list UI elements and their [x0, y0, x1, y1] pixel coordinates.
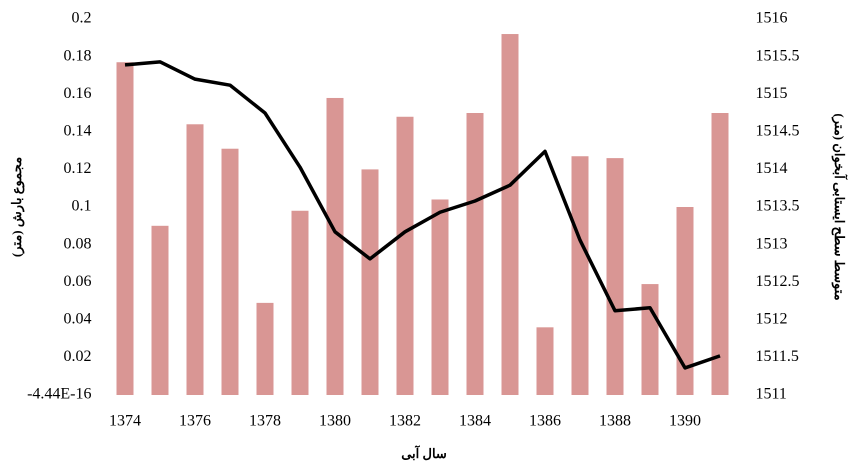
y2-tick-label: 1513.5 — [756, 198, 800, 215]
y2-axis-label: متوسط سطح ایستابی آبخوان (متر) — [831, 113, 848, 300]
bar — [641, 284, 659, 395]
y-tick-label: -4.44E-16 — [27, 386, 91, 403]
bar — [221, 148, 239, 395]
y-tick-label: 0.02 — [64, 348, 92, 365]
y2-tick-label: 1515.5 — [756, 47, 800, 64]
bar — [431, 199, 449, 395]
bar — [396, 116, 414, 395]
x-tick-label: 1378 — [249, 413, 281, 430]
x-tick-label: 1382 — [389, 413, 421, 430]
y2-tick-label: 1515 — [756, 85, 788, 102]
y2-tick-label: 1514 — [756, 160, 788, 177]
y2-tick-label: 1513 — [756, 235, 788, 252]
x-tick-label: 1374 — [109, 413, 141, 430]
bar — [361, 169, 379, 395]
bar — [256, 302, 274, 395]
y2-tick-label: 1512 — [756, 310, 788, 327]
bar — [606, 158, 624, 395]
x-tick-label: 1380 — [319, 413, 351, 430]
y2-tick-label: 1512.5 — [756, 273, 800, 290]
x-tick-label: 1390 — [669, 413, 701, 430]
bar — [291, 210, 309, 395]
bar — [571, 156, 589, 395]
x-axis-label: سال آبی — [401, 445, 447, 461]
y2-tick-label: 1511.5 — [756, 348, 799, 365]
y-tick-label: 0.14 — [64, 122, 92, 139]
bar — [151, 225, 169, 395]
y2-tick-label: 1516 — [756, 10, 788, 27]
y-tick-label: 0.08 — [64, 235, 92, 252]
y-tick-label: 0.04 — [64, 310, 92, 327]
line — [124, 60, 721, 370]
x-tick-label: 1384 — [459, 413, 491, 430]
bar — [116, 62, 134, 396]
y-tick-label: 0.12 — [64, 160, 92, 177]
x-tick-label: 1386 — [529, 413, 561, 430]
y2-tick-label: 1514.5 — [756, 122, 800, 139]
y-tick-label: 0.18 — [64, 47, 92, 64]
y-axis-label: مجموع بارش (متر) — [9, 157, 25, 257]
bar — [326, 97, 344, 396]
bar — [186, 124, 204, 395]
bar — [501, 34, 519, 395]
y-tick-label: 0.2 — [72, 10, 92, 27]
bar — [466, 113, 484, 395]
bar — [536, 327, 554, 395]
y2-tick-label: 1511 — [756, 386, 787, 403]
y-tick-label: 0.06 — [64, 273, 92, 290]
x-tick-label: 1388 — [599, 413, 631, 430]
y-tick-label: 0.16 — [64, 85, 92, 102]
y-tick-label: 0.1 — [72, 198, 92, 215]
bar — [711, 113, 729, 395]
bar — [676, 207, 694, 395]
x-tick-label: 1376 — [179, 413, 211, 430]
